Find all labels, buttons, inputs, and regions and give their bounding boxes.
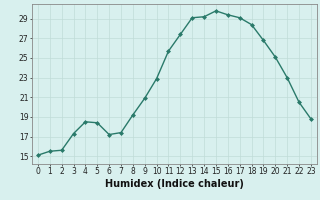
X-axis label: Humidex (Indice chaleur): Humidex (Indice chaleur) bbox=[105, 179, 244, 189]
